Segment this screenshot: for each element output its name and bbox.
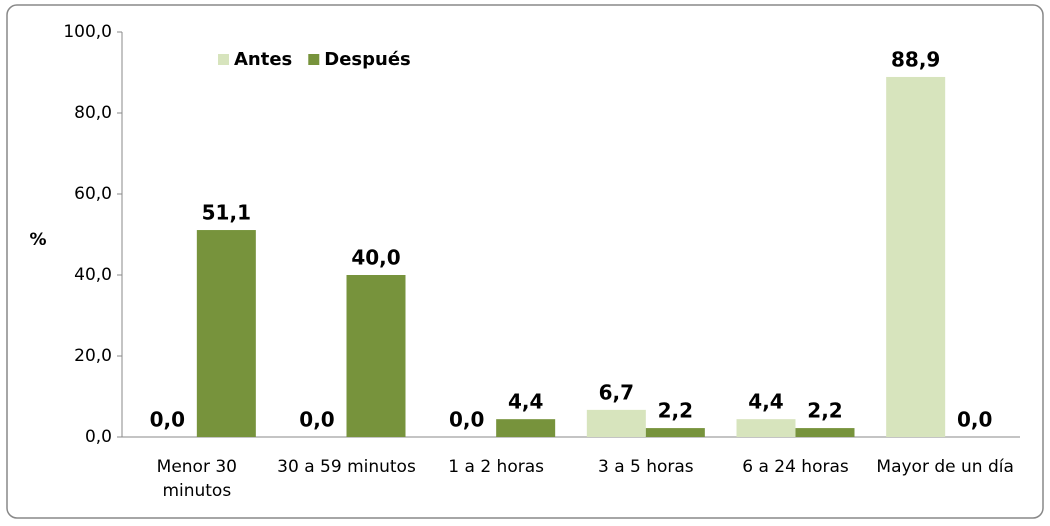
data-label: 4,4 [748, 390, 783, 414]
data-label: 0,0 [150, 408, 185, 432]
data-label: 40,0 [351, 246, 400, 270]
bar [886, 76, 946, 437]
y-tick-label: 0,0 [85, 427, 112, 447]
legend-swatch [308, 54, 320, 65]
data-label: 2,2 [658, 399, 693, 423]
data-label: 4,4 [508, 390, 543, 414]
y-tick-label: 40,0 [74, 265, 112, 285]
data-label: 0,0 [957, 408, 992, 432]
data-label: 6,7 [599, 380, 634, 404]
x-tick-label: 1 a 2 horas [448, 457, 544, 477]
x-tick-label: 30 a 59 minutos [277, 457, 416, 477]
legend-label: Después [324, 49, 410, 70]
x-tick-label: 6 a 24 horas [742, 457, 849, 477]
bar [496, 419, 556, 437]
legend-label: Antes [234, 49, 292, 70]
legend-swatch [218, 54, 229, 65]
frame [6, 4, 1044, 519]
x-tick-label: Menor 30 minutos [156, 457, 237, 501]
bar [736, 419, 796, 437]
data-label: 0,0 [449, 408, 484, 432]
bar [346, 275, 406, 437]
y-tick-label: 20,0 [74, 346, 112, 366]
data-label: 51,1 [202, 201, 251, 225]
data-label: 0,0 [299, 408, 334, 432]
y-tick-label: 60,0 [74, 184, 112, 204]
y-tick-label: 100,0 [63, 22, 112, 42]
bar [196, 230, 256, 437]
x-tick-label: Mayor de un día [876, 457, 1014, 477]
x-tick-label: 3 a 5 horas [597, 457, 694, 477]
bar [795, 428, 855, 437]
data-label: 2,2 [807, 399, 842, 423]
bar [645, 428, 705, 437]
y-axis-label: % [29, 230, 46, 250]
y-tick-label: 80,0 [74, 103, 112, 123]
data-label: 88,9 [891, 47, 940, 71]
bar [586, 409, 646, 437]
